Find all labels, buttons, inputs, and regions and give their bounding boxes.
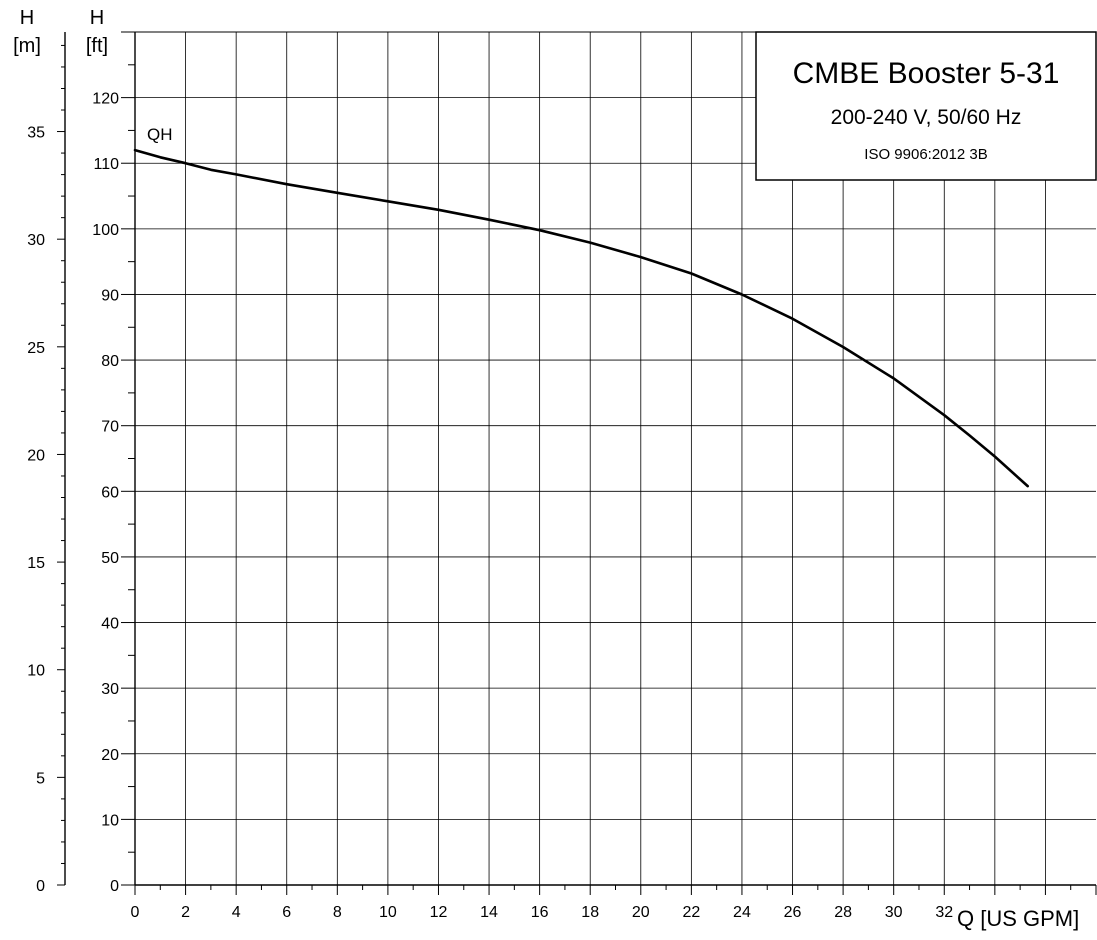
chart-title: CMBE Booster 5-31 bbox=[793, 57, 1060, 90]
x-tick-label: 16 bbox=[531, 904, 549, 921]
x-tick-label: 22 bbox=[682, 904, 700, 921]
x-tick-label: 28 bbox=[834, 904, 852, 921]
y-tick-label-m: 0 bbox=[36, 878, 45, 895]
x-tick-label: 32 bbox=[935, 904, 953, 921]
y-tick-label-ft: 40 bbox=[101, 616, 119, 633]
left-axis-symbol: H bbox=[20, 7, 34, 29]
x-tick-label: 8 bbox=[333, 904, 342, 921]
ticks: 0102030405060708090100110120051015202530… bbox=[27, 31, 1097, 921]
x-tick-label: 18 bbox=[581, 904, 599, 921]
right-axis-unit: [ft] bbox=[86, 35, 108, 57]
y-tick-label-ft: 0 bbox=[110, 878, 119, 895]
title-box bbox=[755, 31, 1097, 181]
x-tick-label: 26 bbox=[784, 904, 802, 921]
x-tick-label: 12 bbox=[430, 904, 448, 921]
y-tick-label-ft: 60 bbox=[101, 484, 119, 501]
series-layer: QH bbox=[133, 125, 1029, 488]
x-tick-label: 0 bbox=[131, 904, 140, 921]
y-tick-label-m: 20 bbox=[27, 447, 45, 464]
y-tick-label-ft: 100 bbox=[92, 222, 119, 239]
y-tick-label-ft: 120 bbox=[92, 91, 119, 108]
x-tick-label: 24 bbox=[733, 904, 751, 921]
y-tick-label-ft: 110 bbox=[93, 156, 119, 173]
x-tick-label: 14 bbox=[480, 904, 498, 921]
x-tick-label: 10 bbox=[379, 904, 397, 921]
x-tick-label: 20 bbox=[632, 904, 650, 921]
x-tick-label: 2 bbox=[181, 904, 190, 921]
y-tick-label-ft: 70 bbox=[101, 419, 119, 436]
y-tick-label-m: 35 bbox=[27, 125, 45, 142]
chart-subtitle: 200-240 V, 50/60 Hz bbox=[831, 106, 1022, 129]
series-line-qh bbox=[133, 148, 1029, 488]
y-tick-label-ft: 10 bbox=[101, 812, 119, 829]
y-tick-label-m: 25 bbox=[27, 340, 45, 357]
y-tick-label-ft: 90 bbox=[101, 287, 119, 304]
y-tick-label-ft: 80 bbox=[101, 353, 119, 370]
y-tick-label-ft: 50 bbox=[101, 550, 119, 567]
x-axis-label: Q [US GPM] bbox=[957, 906, 1079, 931]
y-tick-label-ft: 20 bbox=[101, 747, 119, 764]
y-tick-label-m: 30 bbox=[27, 232, 45, 249]
y-tick-label-m: 5 bbox=[36, 770, 45, 787]
y-tick-label-m: 10 bbox=[27, 663, 45, 680]
chart-standard: ISO 9906:2012 3B bbox=[864, 146, 987, 163]
right-axis-symbol: H bbox=[90, 7, 104, 29]
y-tick-label-ft: 30 bbox=[101, 681, 119, 698]
x-tick-label: 6 bbox=[282, 904, 291, 921]
left-axis-unit: [m] bbox=[13, 35, 41, 57]
y-tick-label-m: 15 bbox=[27, 555, 45, 572]
x-tick-label: 4 bbox=[232, 904, 241, 921]
x-tick-label: 30 bbox=[885, 904, 903, 921]
series-label: QH bbox=[147, 125, 173, 144]
